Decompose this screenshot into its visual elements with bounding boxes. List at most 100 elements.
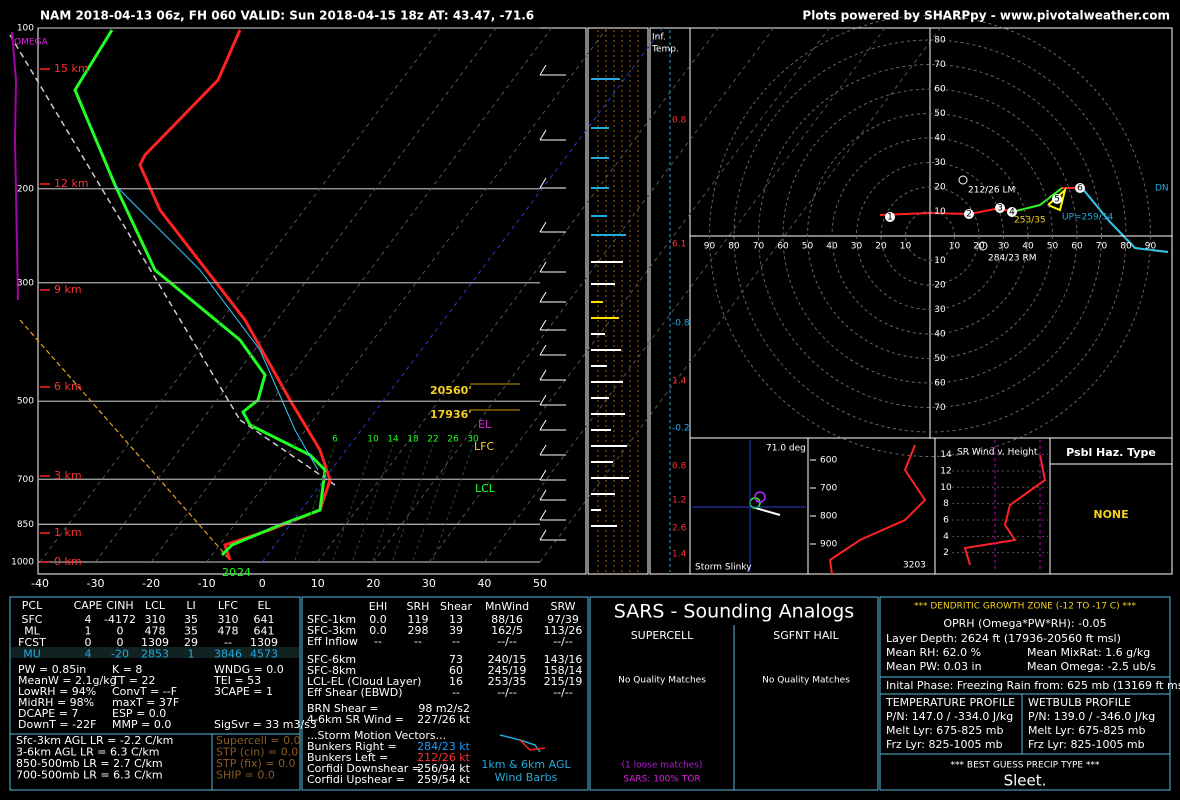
inferred-title: Inf. (652, 33, 666, 43)
wind-barb (539, 394, 547, 406)
mixing-ratio-label: 22 (427, 435, 438, 445)
pressure-label: 500 (17, 397, 34, 407)
barbs-title: 1km & 6km AGL (481, 758, 571, 771)
mixing-ratio-label: 26 (447, 435, 459, 445)
hodo-point (995, 203, 1005, 213)
thetae-label: 600 (820, 456, 837, 466)
ring-label: 40 (934, 330, 946, 340)
skewt-traces (9, 29, 1169, 575)
table-cell: 0 (117, 636, 124, 649)
profile-line: Melt Lyr: 675-825 mb (1028, 724, 1145, 737)
ring-label: 60 (1071, 242, 1083, 252)
table-cell: 215/19 (544, 675, 583, 688)
ring-label: 10 (934, 207, 946, 217)
slinky-angle: 71.0 deg (766, 444, 806, 454)
table-cell: 0.0 (369, 613, 387, 626)
hodo-trace-mid (1011, 187, 1063, 213)
mixing-ratio-line (294, 444, 336, 561)
index: MeanW = 2.1g/kg (18, 674, 117, 687)
ring-label: 70 (934, 403, 946, 413)
table-cell: -- (374, 635, 382, 648)
slinky-title: Storm Slinky (695, 563, 752, 573)
table-cell: 0 (85, 636, 92, 649)
srwind-trace (963, 454, 1047, 566)
sars-heading: SUPERCELL (631, 629, 694, 642)
temperature-trace (138, 29, 332, 561)
wind-barb (539, 469, 547, 481)
vector-label: Corfidi Downshear = (307, 762, 421, 775)
wind-barb (539, 529, 547, 541)
table-cell: 641 (254, 613, 275, 626)
hodo-point-label: 6 (1077, 184, 1083, 194)
lfc-label: LFC (474, 440, 494, 453)
downdraft (19, 319, 231, 561)
sars-title: SARS - Sounding Analogs (614, 601, 854, 623)
ring-label: 40 (1022, 242, 1034, 252)
dgz-line: Mean Omega: -2.5 ub/s (1027, 660, 1156, 673)
table-cell: 29 (184, 636, 198, 649)
temp-label: 0 (259, 577, 266, 590)
hodo-ring (709, 15, 1151, 457)
table-cell: 35 (184, 613, 198, 626)
sars-tor: SARS: 100% TOR (623, 775, 700, 785)
table-cell: SFC-3km (307, 624, 356, 637)
height-label: 1 km (54, 526, 82, 539)
index: ConvT = --F (112, 685, 177, 698)
mixing-ratio-label: 10 (367, 435, 379, 445)
profile-line: P/N: 147.0 / -334.0 J/kg (886, 710, 1013, 723)
wind-barb (539, 129, 547, 141)
wind-barb-glyph (519, 739, 546, 751)
omega-trace (11, 31, 19, 301)
wind-barb (539, 369, 547, 381)
wind-barb (539, 444, 547, 456)
ring-label: 40 (826, 242, 838, 252)
wind-barb (539, 344, 547, 356)
height-label: 8 (943, 499, 949, 509)
sars-heading: SGFNT HAIL (773, 629, 839, 642)
barbs-subtitle: Wind Barbs (495, 771, 558, 784)
table-cell: -- (452, 635, 460, 648)
table-header: CAPE (74, 599, 103, 612)
hodo-ring (758, 64, 1102, 408)
precip-title: *** BEST GUESS PRECIP TYPE *** (951, 761, 1100, 771)
sars-loose: (1 loose matches) (622, 761, 703, 771)
index: TEI = 53 (213, 674, 261, 687)
hodo-point (1052, 194, 1062, 204)
table-header: LFC (218, 599, 238, 612)
pressure-label: 200 (17, 184, 34, 194)
marker (958, 175, 968, 185)
profile-line: WETBULB PROFILE (1028, 696, 1131, 709)
index: ESP = 0.0 (112, 707, 166, 720)
vector-value: 259/54 kt (417, 773, 471, 786)
profile-line: Melt Lyr: 675-825 mb (886, 724, 1003, 737)
cloud-layer-mean: 253/35 (1014, 216, 1046, 226)
dgz-bottom: 17936' (430, 408, 472, 421)
index: LowRH = 94% (18, 685, 96, 698)
ring-label: 90 (704, 242, 716, 252)
table-cell: 310 (218, 613, 239, 626)
kin-value: 227/26 kt (417, 713, 471, 726)
hodo-ring (880, 186, 980, 286)
skewt-frame (37, 27, 587, 575)
table-header: CINH (106, 599, 133, 612)
wind-barb (539, 319, 547, 331)
el-label: EL (478, 418, 492, 431)
isotherm (317, 27, 719, 563)
mixing-ratio-label: 6 (332, 435, 338, 445)
mixing-ratio-label: 30 (467, 435, 479, 445)
table-cell: 73 (449, 653, 463, 666)
table-cell: 310 (145, 613, 166, 626)
hodo-point (1075, 183, 1085, 193)
decorations (38, 15, 1172, 753)
index: PW = 0.85in (18, 663, 86, 676)
dewpoint-trace (73, 29, 327, 557)
omega-label: OMEGA (14, 38, 49, 48)
table-cell: -4172 (104, 613, 136, 626)
hodo-trace-top (1081, 187, 1169, 253)
hodo-ring (733, 39, 1127, 433)
table-header: SRW (550, 600, 575, 613)
table-cell: 2853 (141, 648, 169, 661)
wind-barb (539, 291, 547, 303)
table-cell: LCL-EL (Cloud Layer) (307, 675, 421, 688)
height-label: 3 km (54, 469, 82, 482)
